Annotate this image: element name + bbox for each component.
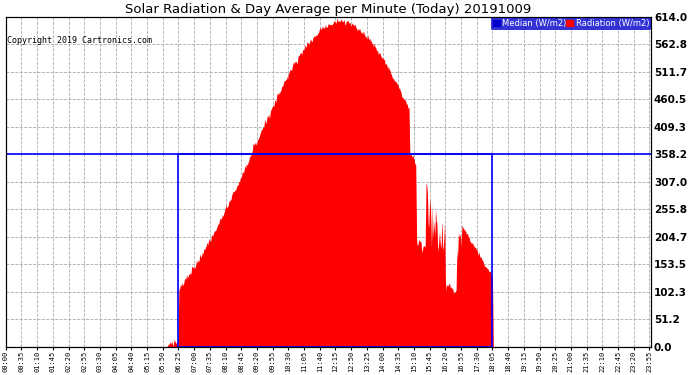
Bar <box>179 154 493 347</box>
Legend: Median (W/m2), Radiation (W/m2): Median (W/m2), Radiation (W/m2) <box>491 17 651 30</box>
Text: Copyright 2019 Cartronics.com: Copyright 2019 Cartronics.com <box>7 36 152 45</box>
Title: Solar Radiation & Day Average per Minute (Today) 20191009: Solar Radiation & Day Average per Minute… <box>126 3 531 16</box>
